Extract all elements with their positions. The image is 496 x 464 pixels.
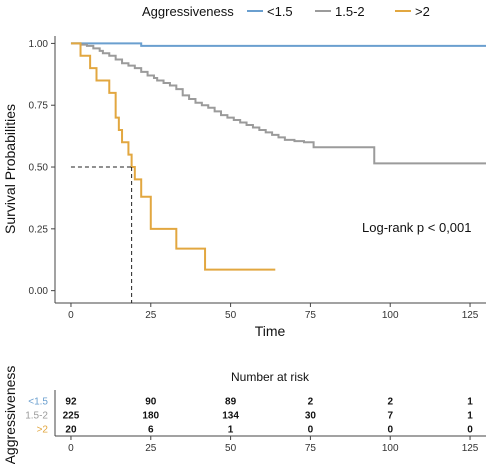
- x-tick-label: 0: [68, 310, 74, 321]
- km-curve-lt-1-5: [70, 42, 486, 47]
- risk-count: 0: [387, 425, 393, 436]
- risk-count: 0: [467, 425, 473, 436]
- risk-x-tick-label: 75: [305, 443, 317, 454]
- km-curve-gt-2: [70, 42, 276, 271]
- risk-count: 90: [145, 397, 157, 408]
- risk-count: 180: [142, 411, 159, 422]
- risk-count: 0: [308, 425, 314, 436]
- risk-count: 92: [65, 397, 77, 408]
- plot-area: 0.00 0.25 0.50 0.75 1.00 0 25 50 75 100 125 Log-r…: [2, 36, 486, 339]
- y-tick-label: 0.25: [29, 224, 49, 235]
- risk-x-tick-label: 125: [462, 443, 479, 454]
- x-tick-label: 50: [225, 310, 237, 321]
- risk-count: 7: [387, 411, 393, 422]
- y-tick-label: 0.75: [29, 101, 49, 112]
- risk-table-title: Number at risk: [231, 370, 310, 384]
- legend-label-1-5-2: 1.5-2: [335, 4, 365, 19]
- risk-x-tick-label: 100: [382, 443, 399, 454]
- risk-count: 225: [63, 411, 80, 422]
- risk-count: 2: [387, 397, 393, 408]
- risk-count: 1: [467, 397, 473, 408]
- risk-count: 1: [228, 425, 234, 436]
- risk-count: 134: [222, 411, 239, 422]
- y-axis-title: Survival Probabilities: [2, 104, 18, 234]
- risk-x-tick-label: 25: [145, 443, 157, 454]
- risk-x-tick-label: 0: [68, 443, 74, 454]
- risk-row-label: >2: [37, 425, 49, 436]
- risk-row-label: 1.5-2: [25, 411, 48, 422]
- risk-count: 2: [308, 397, 314, 408]
- risk-row-label: <1.5: [28, 397, 48, 408]
- x-tick-label: 100: [382, 310, 399, 321]
- y-tick-label: 0.50: [29, 163, 49, 174]
- km-curve-1-5-2: [70, 42, 486, 165]
- risk-count: 6: [148, 425, 154, 436]
- legend-title: Aggressiveness: [142, 4, 234, 19]
- risk-count: 1: [467, 411, 473, 422]
- x-tick-label: 75: [305, 310, 317, 321]
- risk-count: 30: [305, 411, 317, 422]
- risk-count: 89: [225, 397, 237, 408]
- risk-x-tick-label: 50: [225, 443, 237, 454]
- x-axis-title: Time: [255, 323, 286, 339]
- logrank-annotation: Log-rank p < 0,001: [362, 220, 472, 235]
- y-tick-label: 1.00: [29, 39, 49, 50]
- legend-label-gt-2: >2: [415, 4, 430, 19]
- legend: Aggressiveness <1.5 1.5-2 >2: [142, 4, 430, 19]
- x-tick-label: 25: [145, 310, 157, 321]
- x-tick-label: 125: [462, 310, 479, 321]
- risk-count: 20: [65, 425, 77, 436]
- risk-table-ylabel: Aggressiveness: [2, 366, 18, 464]
- legend-label-lt-1-5: <1.5: [267, 4, 293, 19]
- y-tick-label: 0.00: [29, 286, 49, 297]
- risk-table: Number at risk Aggressiveness <1.5 92 90 89…: [2, 366, 486, 464]
